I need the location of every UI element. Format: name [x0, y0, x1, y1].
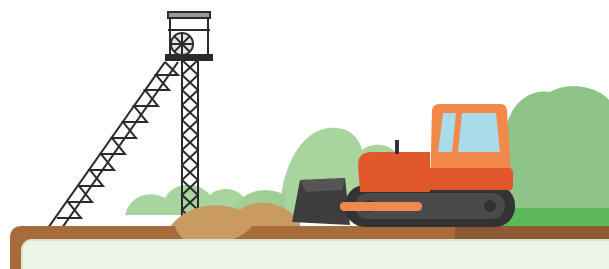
illustration — [0, 0, 609, 269]
panel — [22, 240, 609, 269]
